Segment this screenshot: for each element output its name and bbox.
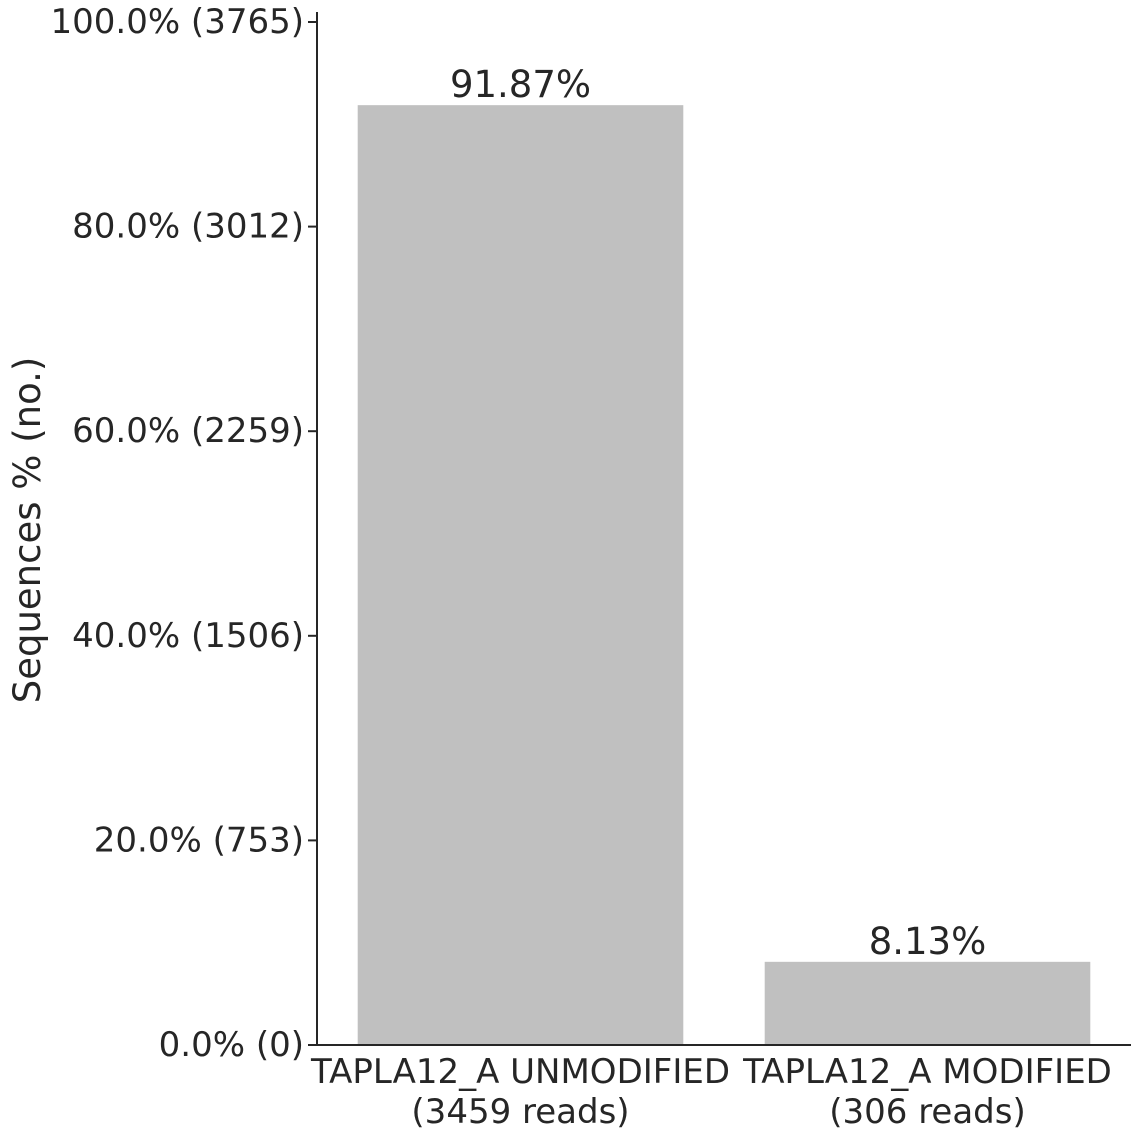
y-axis-ticks: 0.0% (0) 20.0% (753) 40.0% (1506) 60.0% (22… <box>50 2 317 1065</box>
category-read-count-label: (306 reads) <box>829 1092 1026 1132</box>
category-label: TAPLA12_A UNMODIFIED <box>310 1052 730 1092</box>
y-tick-label: 100.0% (3765) <box>50 2 304 42</box>
bar-value-label: 8.13% <box>869 920 987 963</box>
y-tick-label: 20.0% (753) <box>94 820 304 860</box>
y-tick-label: 80.0% (3012) <box>72 207 304 247</box>
y-tick-label: 0.0% (0) <box>159 1025 304 1065</box>
y-axis-title: Sequences % (no.) <box>6 357 49 704</box>
bar-value-label: 91.87% <box>450 63 591 106</box>
bar-value-labels: 91.87% 8.13% <box>450 63 986 963</box>
x-axis-category-labels: TAPLA12_A UNMODIFIED(3459 reads) TAPLA12_… <box>310 1052 1112 1132</box>
category-read-count-label: (3459 reads) <box>411 1092 629 1132</box>
y-tick-label: 40.0% (1506) <box>72 616 304 656</box>
bar <box>764 961 1091 1045</box>
y-tick-label: 60.0% (2259) <box>72 411 304 451</box>
bars <box>357 105 1091 1045</box>
bar <box>357 105 684 1045</box>
category-label: TAPLA12_A MODIFIED <box>742 1052 1112 1092</box>
